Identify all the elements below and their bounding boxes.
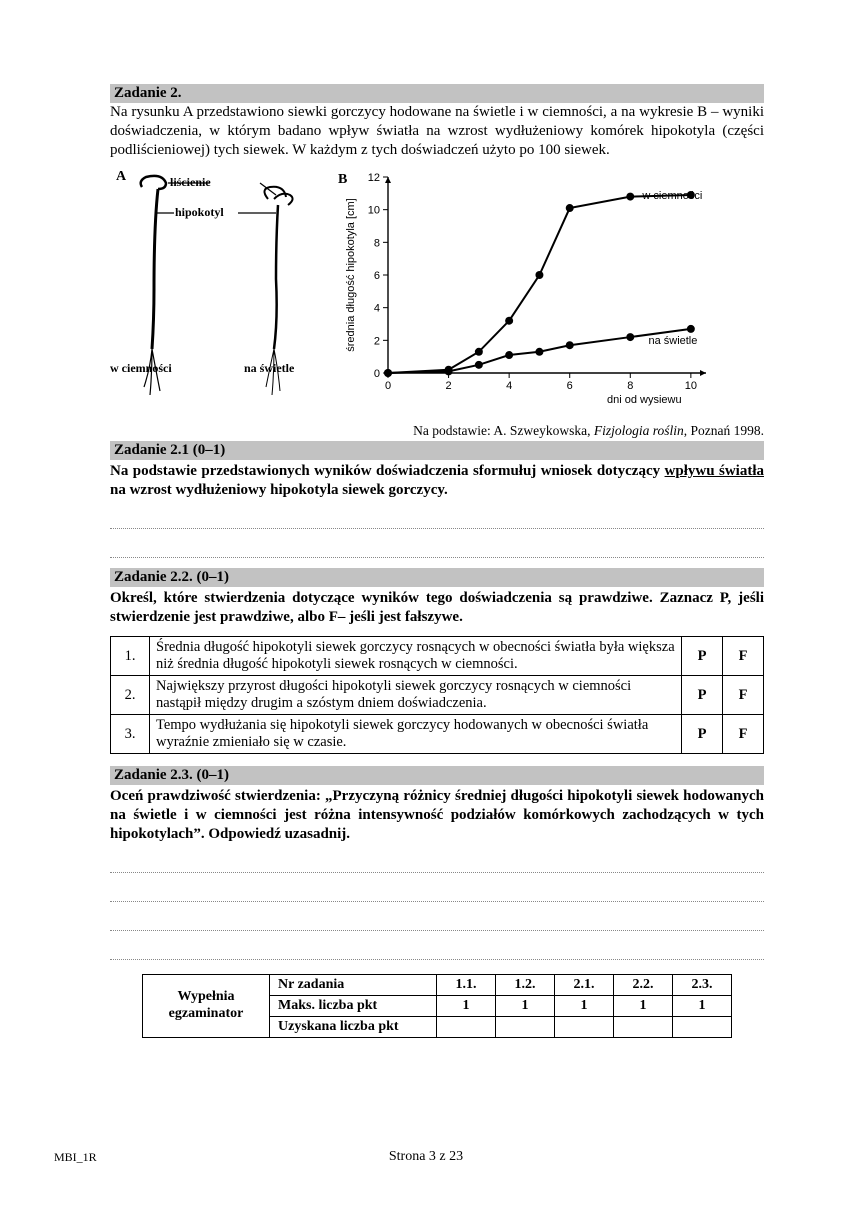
choice-f[interactable]: F xyxy=(723,715,764,754)
task23-header: Zadanie 2.3. (0–1) xyxy=(110,766,764,785)
score-row-max: Maks. liczba pkt xyxy=(270,995,437,1016)
answer-line[interactable] xyxy=(110,844,764,873)
svg-text:6: 6 xyxy=(374,270,380,282)
svg-text:8: 8 xyxy=(374,238,380,250)
task23-prompt: Oceń prawdziwość stwierdzenia: „Przyczyn… xyxy=(110,787,764,843)
row-text: Największy przyrost długości hipokotyli … xyxy=(150,676,682,715)
task21-header: Zadanie 2.1 (0–1) xyxy=(110,441,764,460)
task2-header: Zadanie 2. xyxy=(110,84,764,103)
task22-prompt: Określ, które stwierdzenia dotyczące wyn… xyxy=(110,589,764,627)
choice-f[interactable]: F xyxy=(723,637,764,676)
score-input[interactable] xyxy=(673,1016,732,1037)
fig-a-cap-left: w ciemności xyxy=(110,361,172,376)
score-input[interactable] xyxy=(555,1016,614,1037)
score-cell: 2.2. xyxy=(614,974,673,995)
figure-a: A liścienie hipokotyl w ciemności na xyxy=(110,169,330,405)
score-cell: 1 xyxy=(555,995,614,1016)
choice-p[interactable]: P xyxy=(682,715,723,754)
answer-line[interactable] xyxy=(110,529,764,558)
choice-p[interactable]: P xyxy=(682,637,723,676)
label-liscienie: liścienie xyxy=(170,175,211,190)
true-false-table: 1.Średnia długość hipokotyli siewek gorc… xyxy=(110,636,764,754)
svg-text:8: 8 xyxy=(627,380,633,392)
score-cell: 1 xyxy=(614,995,673,1016)
choice-p[interactable]: P xyxy=(682,676,723,715)
svg-text:średnia długość hipokotyla [cm: średnia długość hipokotyla [cm] xyxy=(345,199,357,352)
svg-text:4: 4 xyxy=(374,303,380,315)
svg-text:10: 10 xyxy=(368,205,380,217)
row-num: 3. xyxy=(111,715,150,754)
svg-text:10: 10 xyxy=(685,380,697,392)
answer-line[interactable] xyxy=(110,500,764,529)
score-row-got: Uzyskana liczba pkt xyxy=(270,1016,437,1037)
task21-prompt: Na podstawie przedstawionych wyników doś… xyxy=(110,462,764,500)
score-input[interactable] xyxy=(496,1016,555,1037)
fig-a-cap-right: na świetle xyxy=(244,361,294,376)
label-hipokotyl: hipokotyl xyxy=(175,205,224,220)
doc-code: MBI_1R xyxy=(54,1150,97,1165)
score-input[interactable] xyxy=(437,1016,496,1037)
score-cell: 1.2. xyxy=(496,974,555,995)
svg-text:2: 2 xyxy=(374,336,380,348)
page-number: Strona 3 z 23 xyxy=(0,1149,852,1165)
task2-intro: Na rysunku A przedstawiono siewki gorczy… xyxy=(110,103,764,159)
choice-f[interactable]: F xyxy=(723,676,764,715)
score-cell: 1 xyxy=(437,995,496,1016)
svg-text:6: 6 xyxy=(567,380,573,392)
answer-line[interactable] xyxy=(110,902,764,931)
score-cell: 1 xyxy=(496,995,555,1016)
svg-text:0: 0 xyxy=(385,380,391,392)
score-input[interactable] xyxy=(614,1016,673,1037)
svg-text:12: 12 xyxy=(368,172,380,184)
svg-text:B: B xyxy=(338,172,347,187)
row-num: 1. xyxy=(111,637,150,676)
answer-line[interactable] xyxy=(110,931,764,960)
score-cell: 2.1. xyxy=(555,974,614,995)
figures-row: A liścienie hipokotyl w ciemności na xyxy=(110,169,764,419)
source-citation: Na podstawie: A. Szweykowska, Fizjologia… xyxy=(110,423,764,439)
svg-text:na świetle: na świetle xyxy=(648,335,697,347)
score-cell: 1 xyxy=(673,995,732,1016)
score-row-nr: Nr zadania xyxy=(270,974,437,995)
row-num: 2. xyxy=(111,676,150,715)
row-text: Tempo wydłużania się hipokotyli siewek g… xyxy=(150,715,682,754)
line-chart: B 0 2 4 6 8 10 0 2 4 6 8 10 12 dni od wysiewu średnia d… xyxy=(336,169,716,409)
svg-text:dni od wysiewu: dni od wysiewu xyxy=(607,394,682,406)
svg-text:2: 2 xyxy=(446,380,452,392)
row-text: Średnia długość hipokotyli siewek gorczy… xyxy=(150,637,682,676)
task22-header: Zadanie 2.2. (0–1) xyxy=(110,568,764,587)
svg-text:4: 4 xyxy=(506,380,512,392)
svg-text:w ciemności: w ciemności xyxy=(641,190,702,202)
score-cell: 1.1. xyxy=(437,974,496,995)
figure-b: B 0 2 4 6 8 10 0 2 4 6 8 10 12 dni od wysiewu średnia d… xyxy=(336,169,764,419)
score-table: WypełniaegzaminatorNr zadania1.1.1.2.2.1… xyxy=(142,974,732,1038)
score-side: Wypełniaegzaminator xyxy=(143,974,270,1037)
svg-text:0: 0 xyxy=(374,368,380,380)
score-cell: 2.3. xyxy=(673,974,732,995)
answer-line[interactable] xyxy=(110,873,764,902)
